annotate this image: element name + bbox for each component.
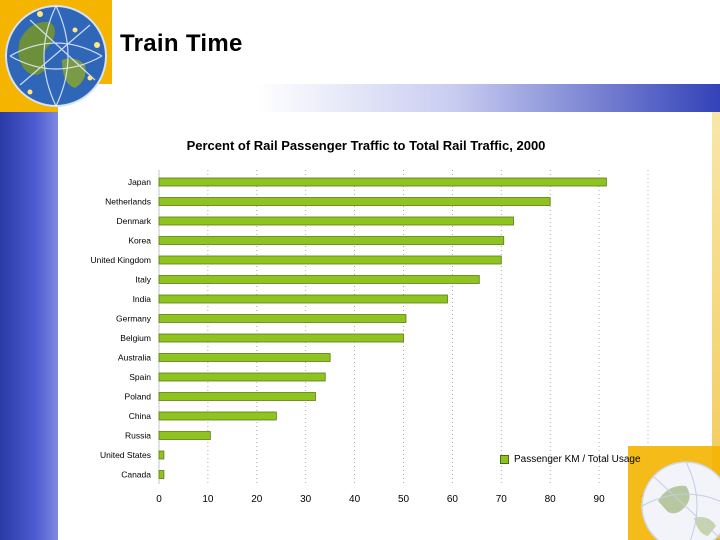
category-label: India bbox=[133, 294, 152, 304]
x-tick-label: 0 bbox=[156, 494, 162, 505]
bar-spain bbox=[158, 372, 326, 382]
bar-japan bbox=[158, 177, 607, 187]
category-label: Korea bbox=[128, 236, 151, 246]
header-bar bbox=[0, 0, 720, 84]
category-label: Denmark bbox=[117, 216, 152, 226]
chart-container: Percent of Rail Passenger Traffic to Tot… bbox=[58, 112, 712, 540]
x-tick-label: 20 bbox=[251, 494, 263, 505]
page-title: Train Time bbox=[120, 30, 243, 57]
bar-united-states bbox=[158, 450, 165, 460]
bar-russia bbox=[158, 431, 211, 440]
category-label: Russia bbox=[125, 431, 151, 441]
bars bbox=[158, 177, 607, 479]
x-tick-label: 80 bbox=[545, 494, 557, 505]
category-label: Japan bbox=[128, 177, 151, 187]
x-tick-label: 60 bbox=[447, 494, 459, 505]
bar-netherlands bbox=[158, 197, 551, 206]
x-tick-label: 70 bbox=[496, 494, 508, 505]
bar-korea bbox=[158, 236, 505, 245]
chart-title: Percent of Rail Passenger Traffic to Tot… bbox=[187, 138, 546, 153]
category-label: United States bbox=[100, 450, 151, 460]
x-tick-label: 40 bbox=[349, 494, 361, 505]
bar-india bbox=[158, 294, 448, 304]
category-label: Canada bbox=[121, 470, 151, 480]
category-label: Poland bbox=[125, 392, 152, 402]
bar-denmark bbox=[158, 216, 514, 226]
bar-italy bbox=[158, 275, 480, 284]
bar-chart: Percent of Rail Passenger Traffic to Tot… bbox=[91, 138, 657, 505]
category-label: Spain bbox=[129, 372, 151, 382]
bar-united-kingdom bbox=[158, 255, 502, 265]
category-label: Netherlands bbox=[105, 197, 151, 207]
legend-swatch bbox=[500, 455, 509, 464]
x-tick-label: 90 bbox=[594, 494, 606, 505]
x-tick-label: 10 bbox=[202, 494, 214, 505]
legend-label: Passenger KM / Total Usage bbox=[514, 454, 641, 465]
x-tick-label: 50 bbox=[398, 494, 410, 505]
globe-logo-icon bbox=[5, 5, 107, 107]
category-label: China bbox=[129, 411, 151, 421]
bar-canada bbox=[158, 470, 165, 479]
category-label: Belgium bbox=[120, 333, 151, 343]
bar-australia bbox=[158, 353, 331, 362]
right-decorative-band bbox=[712, 112, 720, 540]
bar-belgium bbox=[158, 333, 404, 343]
category-label: Australia bbox=[118, 353, 151, 363]
bar-poland bbox=[158, 392, 316, 401]
category-label: Germany bbox=[116, 314, 152, 324]
bar-germany bbox=[158, 314, 407, 323]
x-axis-ticks: 0102030405060708090100 bbox=[156, 494, 657, 505]
chart-legend: Passenger KM / Total Usage bbox=[500, 454, 641, 465]
header-gradient-strip bbox=[58, 84, 720, 112]
bar-china bbox=[158, 411, 277, 421]
globe-corner-icon bbox=[628, 446, 720, 540]
category-label: Italy bbox=[135, 275, 151, 285]
category-labels: Japan Netherlands Denmark Korea United Kingd… bbox=[91, 177, 152, 480]
category-label: United Kingdom bbox=[91, 255, 151, 265]
x-tick-label: 30 bbox=[300, 494, 312, 505]
